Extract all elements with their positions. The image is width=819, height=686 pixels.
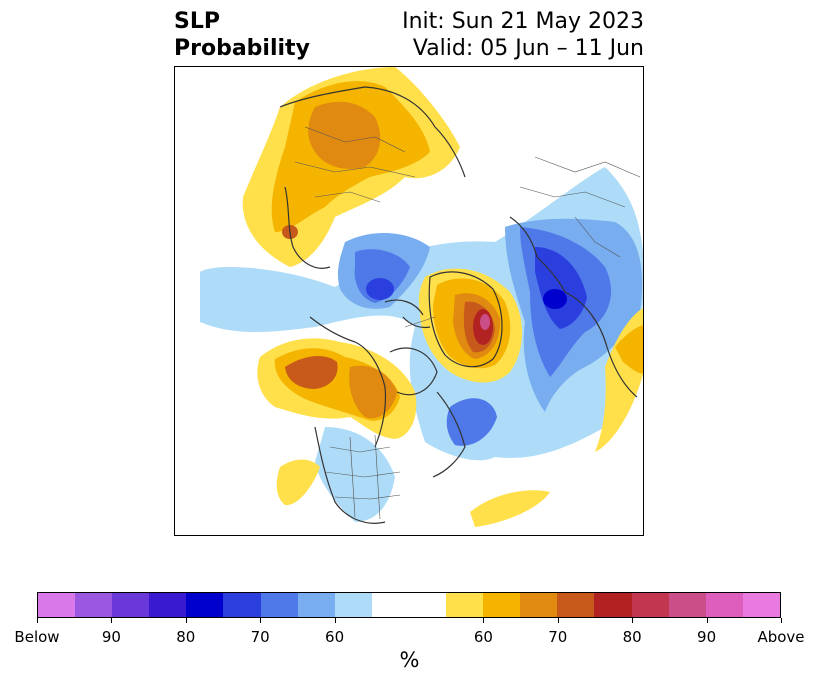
title-variable: SLP [174,9,220,34]
colorbar-segment [408,593,447,617]
above-70-pacific [285,355,338,389]
colorbar-segment [38,593,76,617]
colorbar-tick-mark [632,618,634,623]
coast-labrador [432,391,466,478]
coastlines [279,86,638,524]
colorbar-tick-label: 90 [101,628,121,646]
colorbar-segment [631,593,669,617]
below-75-europe [535,247,587,329]
coast-kamchatka [284,186,331,269]
colorbar-segment [557,593,595,617]
valid-range: Valid: 05 Jun – 11 Jun [412,36,644,61]
colorbar-segment [483,593,521,617]
colorbar-segment [594,593,632,617]
colorbar-tick-mark [781,618,782,623]
colorbar-tick-mark [260,618,262,623]
chart-title-right: Init: Sun 21 May 2023 Valid: 05 Jun – 11… [402,8,644,62]
above-70-asia [308,101,381,169]
coast-arctic-islands [384,299,431,329]
above-60-north-pacific [276,459,320,506]
colorbar-tick-mark [111,618,113,623]
below-65-labrador [446,398,497,446]
coast-north-america-west [314,426,386,524]
colorbar-segment [446,593,484,617]
above-65-europe-south [615,325,643,374]
colorbar-tick-label: 80 [176,628,196,646]
colorbar-tick-mark [706,618,708,623]
coast-europe [564,291,638,398]
colorbar-tick-label: 60 [325,628,345,646]
colorbar-tick-label: 70 [548,628,568,646]
colorbar-tick-mark [185,618,187,623]
colorbar-tick-label: 70 [250,628,270,646]
country-borders [294,126,641,520]
colorbar-tick-mark [37,618,38,623]
below-80-europe-core [543,289,567,309]
colorbar-segment [149,593,187,617]
colorbar-segment [186,593,224,617]
colorbar-tick-label: Above [757,628,805,646]
colorbar-segment [112,593,150,617]
colorbar-unit-label: % [399,648,420,672]
above-normal-areas [242,67,643,527]
probability-map [174,66,644,536]
colorbar-segment [520,593,558,617]
coast-alaska [309,316,387,448]
colorbar-segment [668,593,706,617]
chart-title-left: SLP Probability [174,8,310,62]
colorbar-segment [260,593,298,617]
above-85-greenland-core [480,314,490,330]
colorbar-tick-mark [483,618,485,623]
colorbar-tick-label: Below [14,628,60,646]
colorbar-tick-label: 80 [622,628,642,646]
colorbar-segment [705,593,743,617]
coast-hudson-bay [389,347,438,396]
title-type: Probability [174,36,310,61]
coast-scandinavia [509,216,566,293]
colorbar [37,592,781,618]
coast-greenland [428,271,503,368]
colorbar-tick-label: 90 [697,628,717,646]
colorbar-segment [297,593,335,617]
below-75-siberia-core [366,278,394,300]
coast-siberia [279,86,466,178]
colorbar-segment [334,593,372,617]
map-canvas [200,67,643,527]
colorbar-tick-mark [334,618,336,623]
colorbar-segment [371,593,409,617]
colorbar-tick-mark [557,618,559,623]
init-date: Init: Sun 21 May 2023 [402,9,644,34]
above-60-atlantic [470,490,550,527]
colorbar-segment [742,593,780,617]
colorbar-segment [223,593,261,617]
colorbar-segment [75,593,113,617]
colorbar-tick-label: 60 [473,628,493,646]
